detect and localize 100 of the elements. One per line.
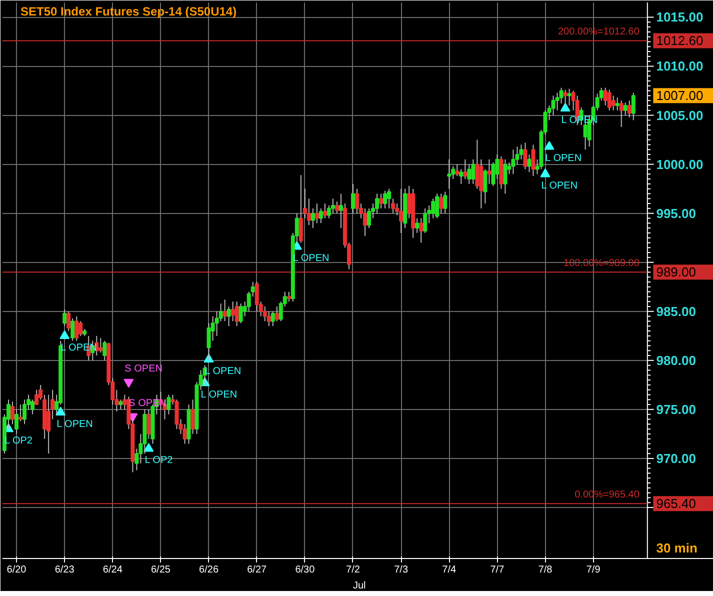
ref-line-label: 100.00%=989.00 [564, 258, 640, 270]
candlestick [102, 340, 107, 361]
text: 1007.00 [656, 88, 704, 104]
candlestick [286, 291, 291, 302]
candlestick [435, 193, 440, 219]
chart-title: SET50 Index Futures Sep-14 (S50U14) [20, 4, 237, 18]
data-label: S OPEN [124, 363, 162, 374]
y-tick-label: 1015.00 [656, 10, 704, 25]
ref-line-label: 0.00%=965.40 [574, 490, 640, 501]
candlestick [487, 158, 492, 184]
candlestick [274, 306, 279, 322]
point [560, 102, 570, 112]
ref-line-label: 200.00%=1012.60 [558, 26, 640, 38]
data-label: L OPEN [200, 389, 238, 400]
candlestick [379, 193, 384, 209]
candlestick [238, 303, 243, 324]
candlestick [471, 158, 476, 184]
candlestick [563, 89, 568, 106]
candlestick [511, 149, 516, 175]
candlestick [270, 310, 275, 327]
candlestick [18, 404, 23, 422]
candlestick [459, 168, 464, 184]
candlestick [607, 89, 612, 111]
candlestick [98, 337, 103, 354]
candlestick [463, 158, 468, 180]
y-tick-label: 1010.00 [656, 58, 704, 74]
candlestick [62, 308, 67, 327]
candlestick [611, 95, 616, 111]
candlestick [363, 208, 368, 236]
x-tick-label: 7/3 [394, 564, 408, 576]
candlestick [334, 201, 339, 214]
candlestick [623, 102, 628, 116]
candlestick [118, 399, 123, 410]
text: 965.40 [656, 496, 696, 512]
candlestick [190, 399, 195, 434]
candlestick [74, 316, 79, 342]
candlestick [383, 190, 388, 209]
candlestick [415, 218, 420, 234]
x-tick-label: 7/9 [586, 564, 601, 576]
y-tick-label: 980.00 [656, 352, 696, 368]
candlestick [531, 144, 536, 177]
x-tick-label: 6/20 [6, 564, 27, 576]
x-tick-label: 6/27 [247, 564, 268, 576]
candlestick [619, 100, 624, 128]
text: 30 min [656, 540, 698, 556]
candlestick [443, 191, 448, 214]
candlestick [222, 299, 227, 322]
candlestick [46, 394, 51, 454]
x-tick-label: 6/30 [295, 564, 316, 576]
candlestick [330, 198, 335, 214]
point [544, 140, 554, 150]
candlestick [146, 408, 151, 440]
x-tick-label: 6/24 [102, 564, 123, 576]
candlestick [503, 158, 508, 194]
text: Jul [352, 580, 366, 592]
data-label: L OP2 [144, 455, 174, 466]
point [60, 330, 70, 339]
y-tick-label: 985.00 [656, 304, 696, 319]
data-label: L OPEN [56, 418, 93, 430]
candlestick [615, 97, 620, 111]
candlestick [310, 208, 315, 229]
candlestick [431, 198, 436, 219]
x-tick-label: 7/2 [346, 564, 360, 576]
candlestick [627, 100, 632, 118]
candlestick [439, 193, 444, 214]
data-label: L OPEN [541, 180, 578, 192]
candlestick [230, 301, 235, 322]
candlestick [631, 92, 636, 121]
x-tick-label: 7/7 [490, 564, 505, 576]
candlestick [419, 218, 424, 244]
candlestick [266, 310, 271, 327]
y-tick-label: 975.00 [656, 402, 696, 417]
data-label: L OPEN [545, 153, 582, 164]
candlestick [182, 424, 187, 444]
candlestick [78, 320, 83, 336]
candlestick [551, 95, 556, 116]
candlestick [322, 203, 327, 219]
candlestick [447, 158, 452, 190]
y-tick-label: 970.00 [656, 450, 696, 466]
data-label: L OPEN [204, 366, 242, 377]
candlestick [234, 301, 239, 327]
y-tick-label: 1000.00 [656, 156, 704, 172]
text: 1012.60 [656, 33, 704, 48]
candlestick [314, 203, 319, 224]
candlestick [567, 88, 572, 106]
x-tick-label: 6/26 [199, 564, 219, 576]
y-tick-label: 1005.00 [656, 108, 704, 123]
text: 989.00 [656, 264, 696, 280]
candlestick [298, 174, 303, 244]
candlestick [527, 154, 532, 173]
candlestick [375, 193, 380, 214]
x-tick-label: 7/4 [442, 564, 457, 576]
candlestick [354, 188, 359, 214]
candlestick [350, 183, 355, 214]
candlestick [467, 164, 472, 184]
point [540, 168, 550, 178]
candlestick [523, 142, 528, 170]
candlestick [399, 188, 404, 234]
candlestick [166, 394, 171, 415]
point [56, 406, 66, 416]
